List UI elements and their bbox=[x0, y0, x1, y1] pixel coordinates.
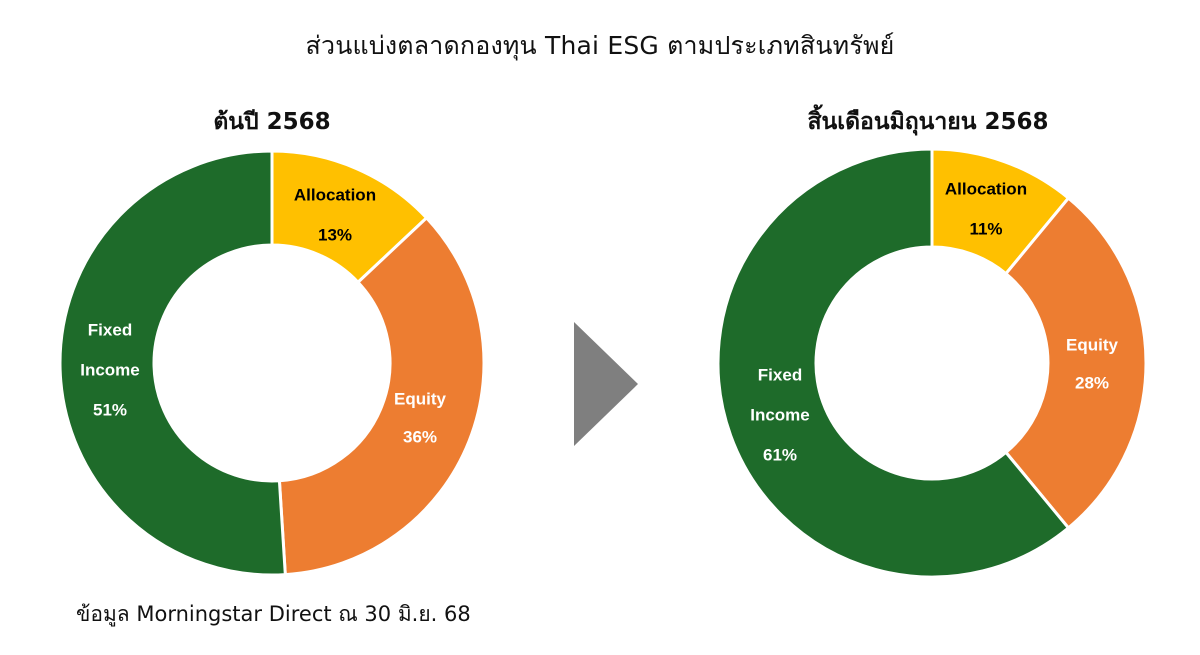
chart-title-end-of-june: สิ้นเดือนมิถุนายน 2568 bbox=[807, 109, 1049, 135]
source-note: ข้อมูล Morningstar Direct ณ 30 มิ.ย. 68 bbox=[76, 602, 471, 626]
slice-label-fixed-income: Income bbox=[80, 360, 140, 379]
slice-label-allocation: Allocation bbox=[294, 185, 376, 204]
slice-label-fixed-income: Income bbox=[750, 405, 810, 424]
donut-chart-end-of-june: Allocation 11% Equity 28% Fixed Income 61% bbox=[718, 148, 1148, 578]
slice-value-equity: 28% bbox=[1075, 373, 1109, 392]
slice-equity bbox=[1003, 195, 1148, 531]
slice-fixed-income bbox=[718, 148, 1071, 578]
donut-chart-start-of-year: Allocation 13% Equity 36% Fixed Income 51% bbox=[60, 150, 484, 577]
slice-value-allocation: 13% bbox=[318, 225, 352, 244]
slice-value-fixed-income: 61% bbox=[763, 445, 797, 464]
chart-title-start-of-year: ต้นปี 2568 bbox=[213, 109, 331, 135]
slice-label-fixed-income: Fixed bbox=[758, 365, 802, 384]
slice-equity bbox=[277, 215, 484, 577]
slice-label-fixed-income: Fixed bbox=[88, 320, 132, 339]
slice-value-allocation: 11% bbox=[969, 219, 1002, 238]
slice-value-fixed-income: 51% bbox=[93, 400, 127, 419]
slice-label-equity: Equity bbox=[394, 389, 446, 408]
slice-label-equity: Equity bbox=[1066, 335, 1118, 354]
page-title: ส่วนแบ่งตลาดกองทุน Thai ESG ตามประเภทสิน… bbox=[305, 31, 895, 60]
slice-fixed-income bbox=[60, 150, 287, 577]
slice-value-equity: 36% bbox=[403, 427, 437, 446]
arrow-right-icon bbox=[574, 322, 638, 446]
slice-label-allocation: Allocation bbox=[945, 179, 1027, 198]
